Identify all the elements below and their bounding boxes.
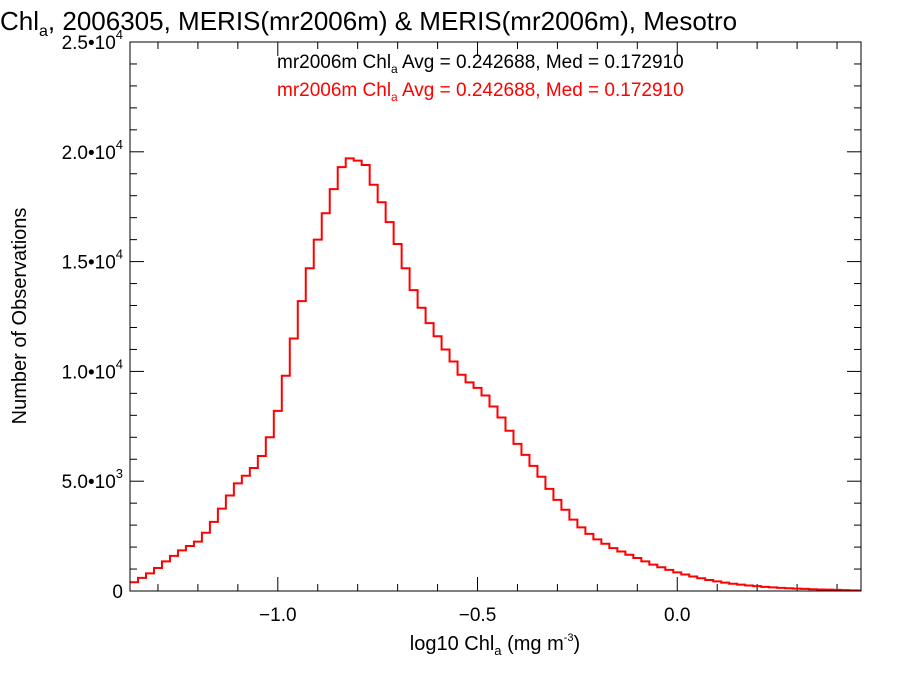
- x-tick-label: −0.5: [459, 605, 497, 626]
- y-tick-label: 0: [112, 582, 123, 603]
- y-tick-label: 5.0•103: [62, 466, 123, 493]
- x-tick-label: 0.0: [664, 605, 690, 626]
- histogram-series-line: [130, 157, 861, 592]
- y-tick-label: 2.5•104: [62, 27, 123, 54]
- y-tick-label: 2.0•104: [62, 137, 123, 164]
- stats-annotation-red: mr2006m Chla Avg = 0.242688, Med = 0.172…: [277, 80, 684, 104]
- stats-annotation-black: mr2006m Chla Avg = 0.242688, Med = 0.172…: [277, 52, 684, 76]
- y-tick-label: 1.0•104: [62, 356, 123, 383]
- plot-frame: [129, 41, 862, 592]
- x-tick-label: −1.0: [259, 605, 297, 626]
- y-tick-label: 1.5•104: [62, 247, 123, 274]
- chart-title: Chla, 2006305, MERIS(mr2006m) & MERIS(mr…: [0, 6, 737, 40]
- x-axis-label: log10 Chla (mg m-3): [410, 632, 580, 658]
- y-axis-label: Number of Observations: [9, 208, 31, 425]
